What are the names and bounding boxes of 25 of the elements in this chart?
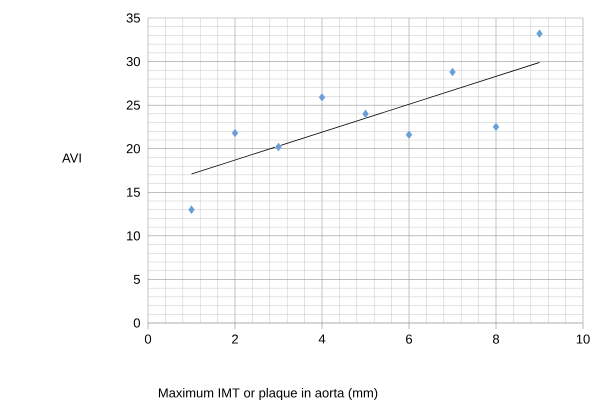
- x-tick-label: 8: [492, 334, 500, 344]
- point: [536, 29, 544, 38]
- y-tick-label: 30: [126, 56, 140, 66]
- y-tick-label: 15: [127, 188, 140, 197]
- y-tick-label: 35: [126, 13, 140, 23]
- y-tick-label: 25: [126, 100, 140, 110]
- point: [492, 122, 500, 132]
- x-tick-label: 2: [232, 334, 238, 344]
- x-tick-label: 10: [576, 334, 590, 344]
- x-tick-label: 4: [318, 334, 326, 344]
- point: [362, 109, 370, 118]
- point: [231, 128, 239, 138]
- x-tick-label: 0: [144, 334, 152, 344]
- point: [318, 92, 326, 102]
- y-axis-title: AVI: [62, 154, 81, 162]
- x-axis-title: Maximum IMT or plaque in aorta (mm): [158, 388, 378, 400]
- y-tick-label: 20: [126, 144, 140, 154]
- x-tick-label: 6: [406, 334, 412, 344]
- y-tick-label: 10: [127, 231, 140, 240]
- point: [188, 205, 196, 214]
- point: [448, 67, 456, 77]
- y-tick-label: 5: [134, 274, 140, 284]
- y-tick-label: 0: [134, 318, 140, 328]
- point: [274, 142, 282, 152]
- point: [405, 130, 413, 140]
